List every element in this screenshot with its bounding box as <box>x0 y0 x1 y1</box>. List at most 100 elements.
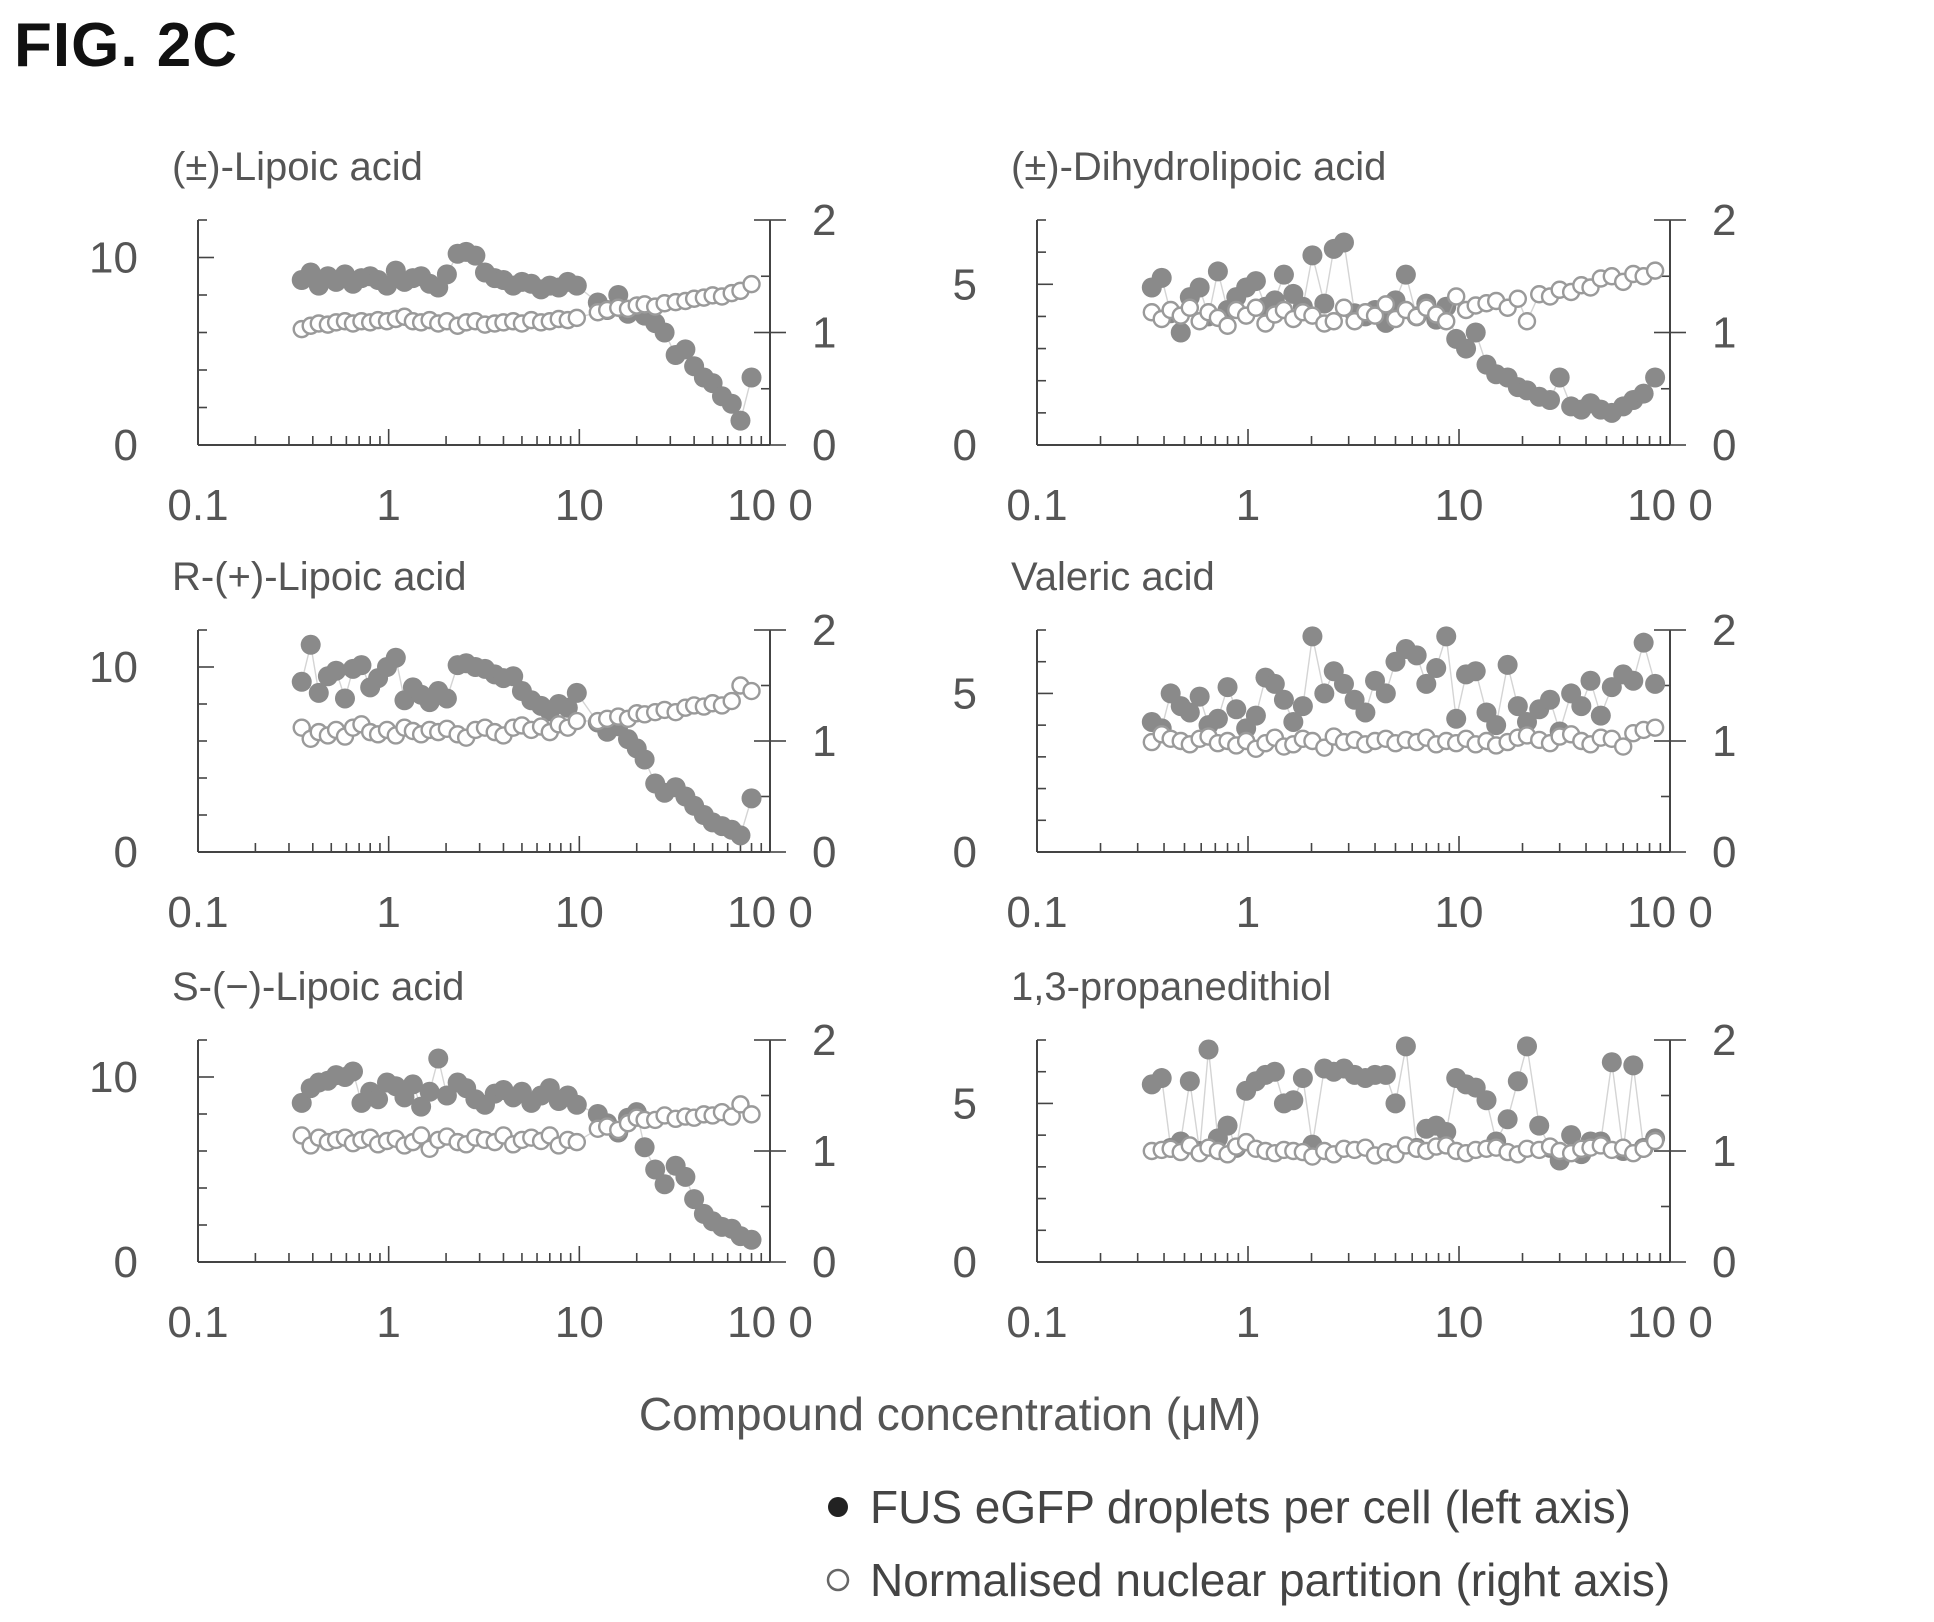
droplets-point <box>1486 715 1507 736</box>
partition-point <box>1613 737 1633 756</box>
chart-panel-6: 1,3-propanedithiol 0.1 1 10 10 0 0 5 0 1 2 <box>953 965 1737 1347</box>
droplets-point <box>1456 338 1477 359</box>
left-tick-label: 0 <box>953 421 977 470</box>
partition-point <box>1218 316 1237 335</box>
partition-point <box>1645 261 1665 280</box>
x-tick-label: 10 <box>1435 888 1484 937</box>
partition-point <box>742 274 761 294</box>
droplets-point <box>1416 673 1437 694</box>
partition-point <box>1447 287 1466 306</box>
droplets-point <box>1497 654 1518 675</box>
droplets-point <box>1179 1071 1200 1092</box>
droplets-point <box>1529 1115 1550 1136</box>
droplets-point <box>645 1159 666 1180</box>
droplets-point <box>1314 683 1335 704</box>
droplets-point <box>684 1189 705 1210</box>
right-tick-label: 2 <box>812 196 836 245</box>
droplets-point <box>376 275 397 296</box>
droplets-point <box>1333 232 1354 253</box>
partition-point <box>567 711 587 731</box>
droplets-point <box>1283 1090 1304 1111</box>
panel-title: S-(−)-Lipoic acid <box>172 965 464 1009</box>
droplets-point <box>1507 1071 1528 1092</box>
partition-point <box>1376 295 1396 314</box>
partition-point <box>742 681 761 701</box>
right-tick-label: 1 <box>812 309 836 358</box>
droplets-point <box>402 1074 423 1095</box>
partition-point <box>1508 289 1528 308</box>
right-tick-label: 1 <box>1712 717 1736 766</box>
x-tick-label: 1 <box>1236 481 1260 530</box>
left-tick-label: 0 <box>114 1238 138 1287</box>
chart-panel-5: S-(−)-Lipoic acid 0.1 1 10 10 0 0 10 0 1 2 <box>89 965 836 1347</box>
droplets-point <box>368 1089 389 1110</box>
droplets-point <box>1189 277 1210 298</box>
droplets-point <box>1571 696 1592 717</box>
droplets-point <box>1264 1061 1285 1082</box>
droplets-point <box>1264 673 1285 694</box>
right-tick-label: 1 <box>1712 1127 1736 1176</box>
droplets-point <box>1446 708 1467 729</box>
panel-title: 1,3-propanedithiol <box>1011 965 1331 1009</box>
partition-point <box>1324 312 1343 331</box>
droplets-point <box>1198 1039 1219 1060</box>
x-tick-label: 10 <box>555 481 604 530</box>
partition-point <box>1645 718 1665 737</box>
droplets-point <box>342 1061 363 1082</box>
left-tick-label: 0 <box>953 1238 977 1287</box>
panel-title: (±)-Lipoic acid <box>172 145 423 189</box>
x-tick-label: 1 <box>376 481 400 530</box>
droplets-point <box>1292 1068 1313 1089</box>
x-tick-label: 1 <box>1236 888 1260 937</box>
right-tick-label: 0 <box>812 1238 836 1287</box>
chart-panel-2: (±)-Dihydrolipoic acid 0.1 1 10 10 0 0 5 0 1 2 <box>953 145 1737 530</box>
chart-panel-1: (±)-Lipoic acid 0.1 1 10 10 0 0 10 0 1 2 <box>89 145 836 530</box>
droplets-point <box>1580 670 1601 691</box>
droplets-point <box>730 825 751 846</box>
x-tick-label: 0.1 <box>1006 481 1067 530</box>
droplets-point <box>291 1092 312 1113</box>
droplets-point <box>675 339 696 360</box>
droplets-point <box>1590 705 1611 726</box>
droplets-point <box>1516 711 1537 732</box>
x-tick-label: 10 0 <box>1627 888 1713 937</box>
droplets-point <box>608 285 629 305</box>
droplets-point <box>300 634 321 655</box>
droplets-point <box>721 393 742 414</box>
legend-label-filled: FUS eGFP droplets per cell (left axis) <box>870 1481 1631 1533</box>
droplets-point <box>566 275 587 296</box>
droplets-point <box>557 697 578 718</box>
droplets-point <box>1302 245 1323 266</box>
droplets-point <box>654 1174 675 1195</box>
droplets-point <box>1170 322 1191 343</box>
droplets-point <box>1207 708 1228 729</box>
droplets-point <box>326 660 347 681</box>
droplets-point <box>1426 658 1447 679</box>
droplets-point <box>308 682 329 703</box>
droplets-point <box>675 1166 696 1187</box>
left-tick-label: 0 <box>114 828 138 877</box>
droplets-point <box>1395 264 1416 285</box>
droplets-point <box>1623 670 1644 691</box>
partition-point <box>742 1105 761 1124</box>
x-tick-label: 10 0 <box>1627 1298 1713 1347</box>
left-tick-label: 0 <box>114 421 138 470</box>
right-tick-label: 0 <box>1712 828 1736 877</box>
droplets-point <box>1292 696 1313 717</box>
panel-title: (±)-Dihydrolipoic acid <box>1011 145 1386 189</box>
figure-label: FIG. 2C <box>14 11 239 80</box>
droplets-point <box>1207 261 1228 282</box>
legend: FUS eGFP droplets per cell (left axis) N… <box>826 1481 1670 1606</box>
right-tick-label: 2 <box>812 606 836 655</box>
x-tick-label: 10 <box>1435 1298 1484 1347</box>
droplets-point <box>1179 702 1200 723</box>
droplets-point <box>634 749 655 770</box>
right-tick-label: 2 <box>1712 196 1736 245</box>
droplets-point <box>654 322 675 343</box>
droplets-point <box>1226 699 1247 720</box>
droplets-point <box>436 264 457 285</box>
x-tick-label: 1 <box>376 888 400 937</box>
droplets-point <box>291 671 312 692</box>
droplets-point <box>1465 661 1486 682</box>
droplets-point <box>1283 711 1304 732</box>
